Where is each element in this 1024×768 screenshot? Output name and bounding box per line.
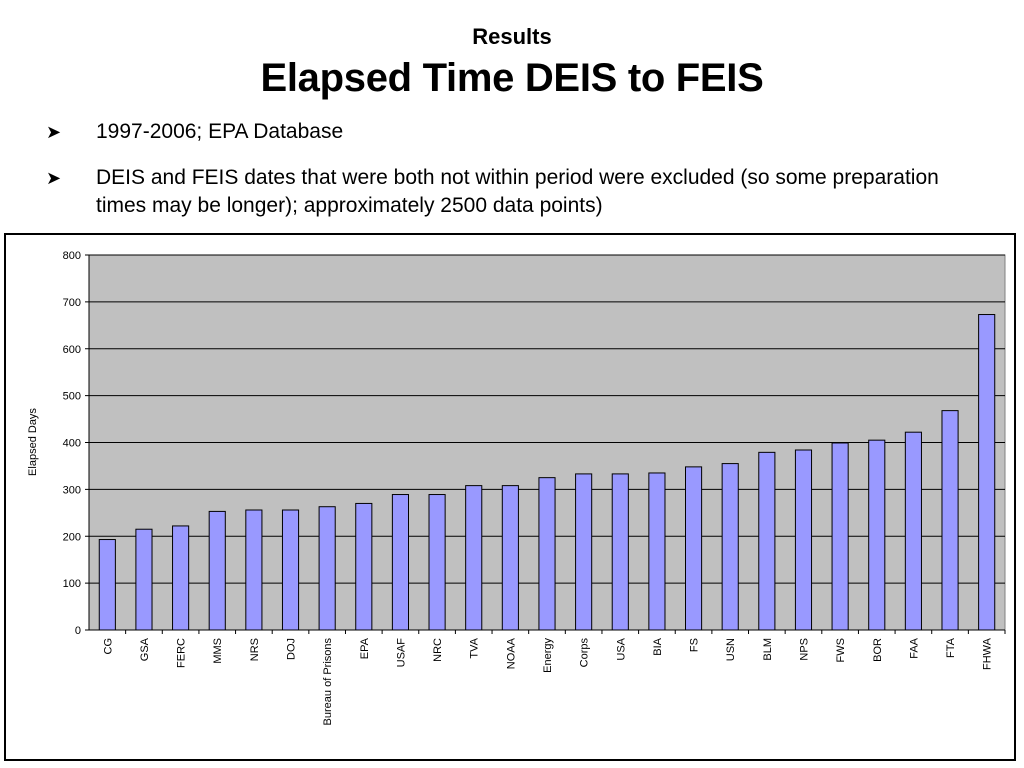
bar xyxy=(868,439,886,631)
bar xyxy=(978,314,996,631)
x-tick-label: NPS xyxy=(798,638,810,661)
bar xyxy=(758,451,776,631)
bar xyxy=(904,431,922,631)
arrow-bullet-icon: ➤ xyxy=(46,122,62,142)
x-tick-label: BIA xyxy=(652,637,664,655)
y-tick-label: 500 xyxy=(63,391,81,403)
x-tick-label: MMS xyxy=(212,638,224,664)
slide-title: Elapsed Time DEIS to FEIS xyxy=(260,56,764,100)
bar xyxy=(318,506,336,631)
bar xyxy=(172,525,190,631)
x-tick-label: NRS xyxy=(249,638,261,661)
bullet-text: 1997-2006; EPA Database xyxy=(96,120,344,143)
bar xyxy=(575,473,593,631)
bullet-item: ➤ 1997-2006; EPA Database xyxy=(46,118,946,146)
bar xyxy=(721,463,739,631)
bar xyxy=(538,477,556,631)
bar xyxy=(941,410,959,631)
x-tick-label: USAF xyxy=(395,638,407,668)
x-tick-label: EPA xyxy=(359,637,371,659)
bar xyxy=(281,509,300,631)
y-tick-label: 400 xyxy=(63,438,81,450)
y-tick-label: 800 xyxy=(63,250,81,262)
x-tick-label: FS xyxy=(689,638,701,652)
x-tick-label: Corps xyxy=(579,638,591,668)
y-axis-label: Elapsed Days xyxy=(27,408,39,476)
x-tick-label: USA xyxy=(615,637,627,660)
bar xyxy=(684,466,703,631)
y-tick-label: 200 xyxy=(63,531,81,543)
bar xyxy=(611,473,629,631)
x-tick-label: FAA xyxy=(908,637,920,658)
bar xyxy=(355,502,373,631)
bullet-item: ➤ DEIS and FEIS dates that were both not… xyxy=(46,164,946,220)
x-tick-label: BOR xyxy=(872,638,884,662)
x-tick-label: DOJ xyxy=(286,638,298,660)
bar xyxy=(794,449,813,631)
y-tick-label: 300 xyxy=(63,484,81,496)
bar xyxy=(208,510,226,631)
bar xyxy=(98,539,116,631)
y-axis-ticks: 0 100 200 300 400 500 600 700 800 xyxy=(63,250,89,637)
bar xyxy=(245,509,263,631)
x-tick-label: Energy xyxy=(542,638,554,673)
bar xyxy=(391,494,410,631)
x-tick-label: Bureau of Prisons xyxy=(322,638,334,726)
bar xyxy=(648,472,666,631)
bullet-list: ➤ 1997-2006; EPA Database ➤ DEIS and FEI… xyxy=(46,118,946,238)
x-tick-label: USN xyxy=(725,638,737,661)
y-tick-label: 600 xyxy=(63,344,81,356)
x-tick-label: TVA xyxy=(469,637,481,658)
x-tick-label: FHWA xyxy=(982,637,994,670)
x-tick-label: CG xyxy=(102,638,114,655)
y-tick-label: 700 xyxy=(63,297,81,309)
bar xyxy=(831,442,849,631)
x-tick-label: BLM xyxy=(762,638,774,661)
x-tick-label: FTA xyxy=(945,637,957,658)
chart-frame: 0 100 200 300 400 500 600 700 800 CG GSA FERC MMS NR… xyxy=(4,233,1016,761)
bar xyxy=(135,528,153,631)
bar xyxy=(428,494,446,631)
bar-chart: 0 100 200 300 400 500 600 700 800 CG GSA FERC MMS NR… xyxy=(27,250,1006,726)
x-axis-labels: CG GSA FERC MMS NRS DOJ Bureau of Prisons EPA US… xyxy=(102,630,1006,726)
y-tick-label: 0 xyxy=(75,625,81,637)
bullet-text: DEIS and FEIS dates that were both not w… xyxy=(96,166,939,217)
y-tick-label: 100 xyxy=(63,578,81,590)
x-tick-label: FWS xyxy=(835,638,847,662)
arrow-bullet-icon: ➤ xyxy=(46,168,62,188)
slide-subtitle: Results xyxy=(472,24,552,49)
x-tick-label: FERC xyxy=(176,638,188,668)
x-tick-label: GSA xyxy=(139,637,151,661)
x-tick-label: NOAA xyxy=(505,637,517,669)
bar xyxy=(501,485,519,631)
bar xyxy=(465,485,483,631)
bars xyxy=(98,314,996,631)
x-tick-label: NRC xyxy=(432,638,444,662)
